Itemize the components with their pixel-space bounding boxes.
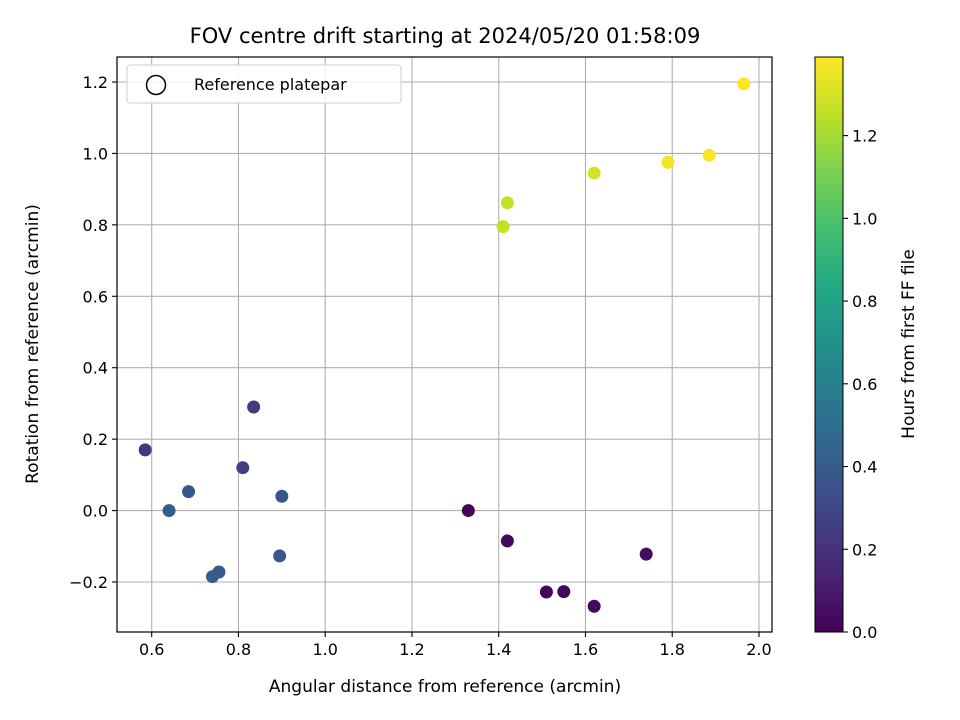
colorbar-ticks: 0.0 0.2 0.4 0.6 0.8 1.0 1.2	[843, 127, 877, 642]
legend-label: Reference platepar	[194, 75, 347, 94]
data-points	[138, 77, 751, 613]
colorbar-tick-label: 0.8	[852, 292, 877, 311]
plot-frame	[116, 56, 773, 633]
x-tick-label: 1.6	[573, 640, 598, 659]
y-tick-label: 0.6	[83, 287, 108, 306]
y-tick-label: −0.2	[69, 573, 108, 592]
data-point	[557, 585, 571, 599]
y-axis-ticks: −0.2 0.0 0.2 0.4 0.6 0.8 1.0 1.2	[69, 73, 117, 592]
colorbar-gradient	[814, 56, 844, 633]
y-tick-label: 0.4	[83, 359, 108, 378]
data-point	[661, 155, 675, 169]
data-point	[500, 534, 514, 548]
x-axis-label: Angular distance from reference (arcmin)	[269, 677, 621, 697]
data-point	[247, 400, 261, 414]
data-point	[273, 549, 287, 563]
data-point	[236, 461, 250, 475]
colorbar: 0.0 0.2 0.4 0.6 0.8 1.0 1.2 Hours from first F…	[814, 56, 919, 642]
x-tick-label: 1.8	[660, 640, 685, 659]
x-tick-label: 1.0	[312, 640, 337, 659]
colorbar-tick-label: 1.2	[852, 127, 877, 146]
data-point	[182, 485, 196, 499]
y-tick-label: 0.0	[83, 502, 108, 521]
data-point	[500, 196, 514, 210]
data-point	[275, 489, 289, 503]
data-point	[539, 585, 553, 599]
legend-box	[126, 64, 402, 104]
data-point	[496, 220, 510, 234]
colorbar-tick-label: 0.0	[852, 623, 877, 642]
data-point	[212, 565, 226, 579]
colorbar-tick-label: 0.2	[852, 540, 877, 559]
data-point	[587, 166, 601, 180]
x-tick-label: 0.8	[226, 640, 251, 659]
y-tick-label: 0.2	[83, 430, 108, 449]
x-tick-label: 1.4	[486, 640, 511, 659]
colorbar-label: Hours from first FF file	[899, 249, 919, 439]
data-point	[737, 77, 751, 91]
colorbar-tick-label: 0.4	[852, 458, 877, 477]
colorbar-tick-label: 1.0	[852, 209, 877, 228]
legend-marker-icon	[145, 74, 167, 96]
data-point	[639, 547, 653, 561]
data-point	[587, 599, 601, 613]
y-tick-label: 1.0	[83, 144, 108, 163]
data-point	[702, 148, 716, 162]
legend: Reference platepar	[126, 64, 402, 104]
x-tick-label: 2.0	[746, 640, 771, 659]
x-tick-label: 0.6	[139, 640, 164, 659]
x-tick-label: 1.2	[399, 640, 424, 659]
colorbar-tick-label: 0.6	[852, 375, 877, 394]
data-point	[461, 504, 475, 518]
x-axis-ticks: 0.6 0.8 1.0 1.2 1.4 1.6 1.8 2.0	[139, 632, 772, 659]
data-point	[138, 443, 152, 457]
chart-title: FOV centre drift starting at 2024/05/20 …	[190, 24, 701, 48]
grid-lines	[117, 57, 772, 632]
data-point	[162, 504, 176, 518]
y-axis-label: Rotation from reference (arcmin)	[23, 204, 43, 484]
y-tick-label: 1.2	[83, 73, 108, 92]
y-tick-label: 0.8	[83, 216, 108, 235]
